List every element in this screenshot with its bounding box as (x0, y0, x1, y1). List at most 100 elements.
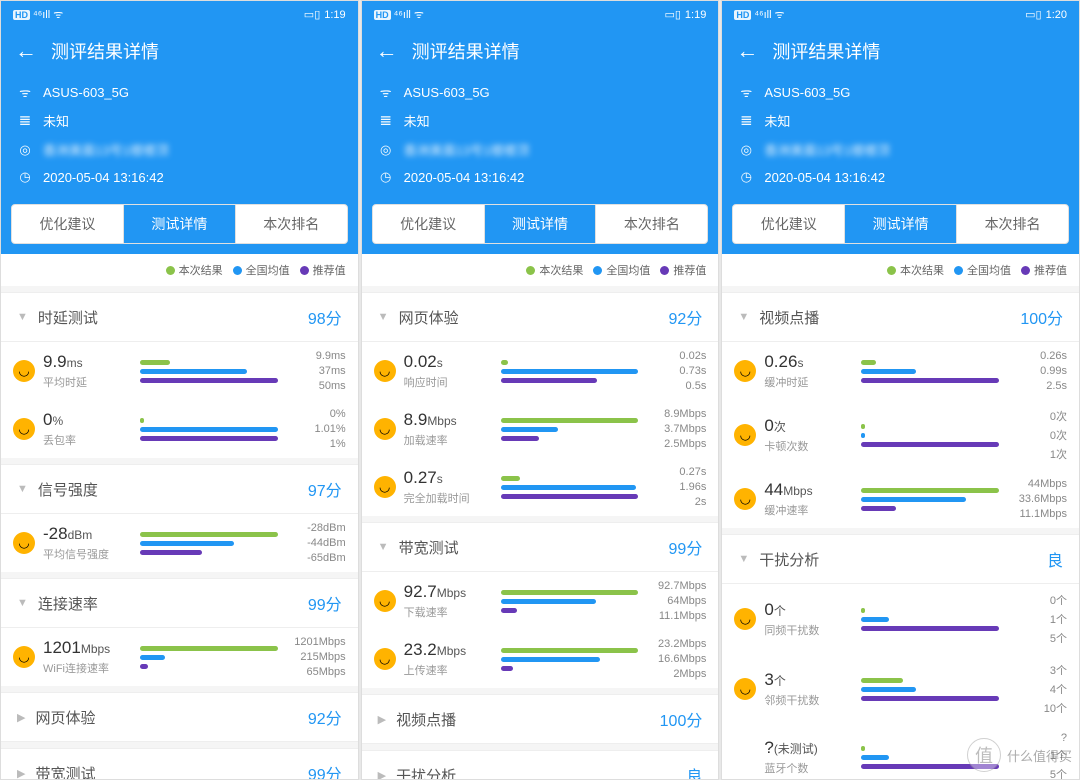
section-header[interactable]: ▼视频点播 100分 (722, 292, 1079, 342)
legend: 本次结果 全国均值 推荐值 (722, 254, 1079, 286)
tab-optimize[interactable]: 优化建议 (733, 205, 845, 243)
device-icon: 𝌆 (17, 113, 33, 129)
metric-row: ◡ 0个 同频干扰数 0个1个5个 (722, 584, 1079, 654)
timestamp-text: 2020-05-04 13:16:42 (404, 170, 525, 185)
metric-row: ◡ 0.02s 响应时间 0.02s0.73s0.5s (362, 342, 719, 400)
location-text: 香洲美眉13号1楼楼顶 (404, 140, 530, 159)
metric-label: 蓝牙个数 (764, 760, 849, 776)
metric-value: 8.9Mbps (404, 410, 489, 430)
location-icon: ◎ (738, 142, 754, 158)
metric-label: 加载速率 (404, 432, 489, 448)
clock-icon: ◷ (378, 169, 394, 185)
metric-label: 下载速率 (404, 604, 489, 620)
timestamp-text: 2020-05-04 13:16:42 (43, 170, 164, 185)
metric-compare: 8.9Mbps3.7Mbps2.5Mbps (650, 408, 706, 450)
header: HD⁴⁶ıllᯤ ▭▯1:19 ← 测评结果详情 ᯤASUS-603_5G 𝌆未… (362, 1, 719, 254)
metric-bars (497, 418, 643, 441)
section-header[interactable]: ▼网页体验 92分 (362, 292, 719, 342)
section-header[interactable]: ▼信号强度 97分 (1, 464, 358, 514)
metric-bars (136, 646, 282, 669)
metric-bars (857, 424, 1003, 447)
clock-icon: ◷ (738, 169, 754, 185)
tab-detail[interactable]: 测试详情 (485, 205, 597, 243)
metric-label: 缓冲速率 (764, 502, 849, 518)
device-text: 未知 (43, 111, 69, 130)
smile-icon: ◡ (13, 418, 35, 440)
section-title: 网页体验 (35, 707, 95, 728)
tab-rank[interactable]: 本次排名 (236, 205, 347, 243)
metric-row: ◡ 9.9ms 平均时延 9.9ms37ms50ms (1, 342, 358, 400)
tab-rank[interactable]: 本次排名 (596, 205, 707, 243)
content-area[interactable]: 本次结果 全国均值 推荐值 ▼网页体验 92分 ◡ 0.02s 响应时间 0.0… (362, 254, 719, 779)
timestamp-text: 2020-05-04 13:16:42 (764, 170, 885, 185)
section-title: 网页体验 (399, 307, 459, 328)
tab-rank[interactable]: 本次排名 (957, 205, 1068, 243)
section-score: 良 (1047, 547, 1063, 571)
section-score: 92分 (669, 305, 703, 329)
section-header[interactable]: ▶干扰分析 良 (362, 750, 719, 779)
tab-detail[interactable]: 测试详情 (124, 205, 236, 243)
section-score: 92分 (308, 705, 342, 729)
device-icon: 𝌆 (738, 113, 754, 129)
metric-row: ◡ 1201Mbps WiFi连接速率 1201Mbps215Mbps65Mbp… (1, 628, 358, 686)
metric-compare: 0次0次1次 (1011, 408, 1067, 462)
metric-value: 92.7Mbps (404, 582, 489, 602)
section-header[interactable]: ▼带宽测试 99分 (362, 522, 719, 572)
metric-label: 缓冲时延 (764, 374, 849, 390)
metric-value: 23.2Mbps (404, 640, 489, 660)
section-title: 视频点播 (396, 709, 456, 730)
location-text: 香洲美眉13号1楼楼顶 (43, 140, 169, 159)
section-score: 良 (686, 763, 702, 779)
metric-row: ◡ 0% 丢包率 0%1.01%1% (1, 400, 358, 458)
ssid-text: ASUS-603_5G (43, 85, 129, 100)
metric-compare: 92.7Mbps64Mbps11.1Mbps (650, 580, 706, 622)
section-header[interactable]: ▼时延测试 98分 (1, 292, 358, 342)
metric-value: 0.27s (404, 468, 489, 488)
metric-row: ◡ 44Mbps 缓冲速率 44Mbps33.6Mbps11.1Mbps (722, 470, 1079, 528)
metric-bars (857, 360, 1003, 383)
smile-icon: ◡ (13, 532, 35, 554)
section-header[interactable]: ▼ 干扰分析 良 (722, 534, 1079, 584)
metric-label: 平均时延 (43, 374, 128, 390)
content-area[interactable]: 本次结果 全国均值 推荐值 ▼视频点播 100分 ◡ 0.26s 缓冲时延 0.… (722, 254, 1079, 779)
metric-row: ◡ 23.2Mbps 上传速率 23.2Mbps16.6Mbps2Mbps (362, 630, 719, 688)
metric-row: ◡ 8.9Mbps 加载速率 8.9Mbps3.7Mbps2.5Mbps (362, 400, 719, 458)
metric-compare: 0个1个5个 (1011, 592, 1067, 646)
back-icon[interactable]: ← (736, 38, 758, 64)
section-score: 99分 (669, 535, 703, 559)
tab-detail[interactable]: 测试详情 (845, 205, 957, 243)
section-title: 干扰分析 (396, 765, 456, 780)
back-icon[interactable]: ← (376, 38, 398, 64)
metric-value: 0个 (764, 600, 849, 620)
section-score: 99分 (308, 591, 342, 615)
section-header[interactable]: ▼连接速率 99分 (1, 578, 358, 628)
metric-value: 44Mbps (764, 480, 849, 500)
wifi-icon: ᯤ (738, 83, 754, 101)
chevron-icon: ▼ (738, 553, 749, 565)
tab-optimize[interactable]: 优化建议 (373, 205, 485, 243)
device-icon: 𝌆 (378, 113, 394, 129)
location-icon: ◎ (378, 142, 394, 158)
metric-bars (136, 532, 282, 555)
metric-value: 0% (43, 410, 128, 430)
section-header[interactable]: ▶网页体验 92分 (1, 692, 358, 742)
location-text: 香洲美眉13号1楼楼顶 (764, 140, 890, 159)
metric-value: 3个 (764, 670, 849, 690)
metric-row: ◡ 92.7Mbps 下载速率 92.7Mbps64Mbps11.1Mbps (362, 572, 719, 630)
smile-icon: ◡ (734, 424, 756, 446)
phone-screen-2: HD⁴⁶ıllᯤ ▭▯1:19 ← 测评结果详情 ᯤASUS-603_5G 𝌆未… (361, 0, 720, 780)
section-header[interactable]: ▶带宽测试 99分 (1, 748, 358, 779)
tab-optimize[interactable]: 优化建议 (12, 205, 124, 243)
section-title: 干扰分析 (759, 549, 819, 570)
content-area[interactable]: 本次结果 全国均值 推荐值 ▼时延测试 98分 ◡ 9.9ms 平均时延 9.9… (1, 254, 358, 779)
tab-bar: 优化建议 测试详情 本次排名 (372, 204, 709, 244)
section-title: 带宽测试 (35, 763, 95, 780)
metric-value: 0.26s (764, 352, 849, 372)
metric-label: WiFi连接速率 (43, 660, 128, 676)
section-header[interactable]: ▶视频点播 100分 (362, 694, 719, 744)
metric-label: 卡顿次数 (764, 438, 849, 454)
watermark: 值 什么值得买 (967, 738, 1072, 772)
tab-bar: 优化建议 测试详情 本次排名 (732, 204, 1069, 244)
header: HD⁴⁶ıllᯤ ▭▯1:20 ← 测评结果详情 ᯤASUS-603_5G 𝌆未… (722, 1, 1079, 254)
back-icon[interactable]: ← (15, 38, 37, 64)
